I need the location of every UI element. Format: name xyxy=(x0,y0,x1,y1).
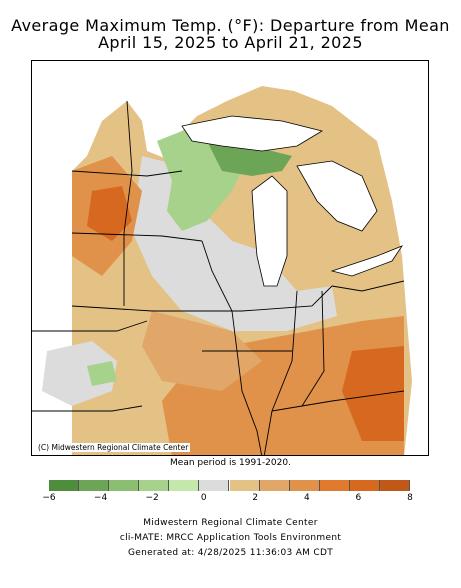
cool-core-north xyxy=(207,141,292,176)
near-normal-region-west xyxy=(42,341,117,406)
legend-bin xyxy=(49,480,80,491)
legend-bin xyxy=(199,480,230,491)
legend-tick-label: 4 xyxy=(303,493,310,503)
legend-tick-label: 0 xyxy=(200,493,207,503)
legend-tick-label: 6 xyxy=(355,493,362,503)
legend-bin xyxy=(79,480,110,491)
map-date-range: April 15, 2025 to April 21, 2025 xyxy=(98,33,363,52)
state-borders xyxy=(32,100,405,455)
legend-bin xyxy=(139,480,170,491)
mean-period-note: Mean period is 1991-2020. xyxy=(170,458,291,468)
footer-generated-time: Generated at: 4/28/2025 11:36:03 AM CDT xyxy=(127,548,334,558)
map-credit: (C) Midwestern Regional Climate Center xyxy=(36,443,191,452)
legend-bin xyxy=(169,480,200,491)
legend-bin xyxy=(109,480,140,491)
legend-tick-label: −4 xyxy=(93,493,108,503)
map-title: Average Maximum Temp. (°F): Departure fr… xyxy=(11,16,450,35)
lake-erie xyxy=(330,245,404,277)
lake-michigan xyxy=(251,175,288,287)
warm-core-east xyxy=(342,346,404,441)
legend-tick-label: −6 xyxy=(42,493,56,503)
warm-core-dakotas xyxy=(87,186,132,241)
map-canvas xyxy=(32,61,428,455)
cool-patch-west xyxy=(87,361,117,386)
lake-huron xyxy=(296,160,378,232)
legend-bin xyxy=(259,480,290,491)
color-legend xyxy=(49,480,410,491)
lake-superior xyxy=(181,115,324,152)
legend-tick-label: 8 xyxy=(407,493,413,503)
temperature-departure-map xyxy=(31,60,429,456)
legend-tick-label: 2 xyxy=(252,493,259,503)
legend-tick-label: −2 xyxy=(145,493,159,503)
legend-bin xyxy=(229,480,260,491)
legend-bin xyxy=(379,480,410,491)
footer-organization: Midwestern Regional Climate Center xyxy=(143,518,318,528)
legend-bin xyxy=(319,480,350,491)
footer-tool: cli-MATE: MRCC Application Tools Environ… xyxy=(119,533,342,543)
legend-bin xyxy=(289,480,320,491)
legend-bin xyxy=(349,480,380,491)
